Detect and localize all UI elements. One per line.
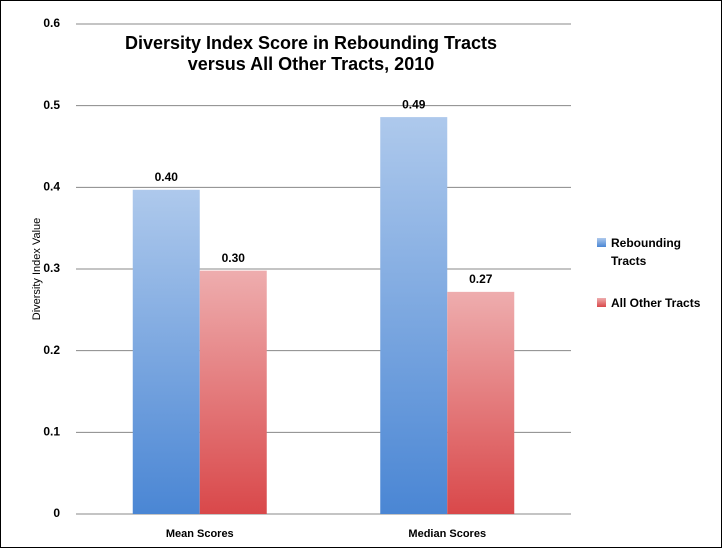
legend-swatch [597, 298, 606, 307]
x-tick-label: Median Scores [408, 528, 486, 540]
x-tick-label: Mean Scores [166, 528, 234, 540]
bar [132, 189, 200, 515]
y-tick-label: 0.2 [43, 343, 60, 357]
y-tick-label: 0 [53, 506, 60, 520]
chart-title: Diversity Index Score in Rebounding Trac… [124, 33, 498, 74]
bar [380, 117, 448, 514]
y-tick-label: 0.1 [43, 425, 60, 439]
y-axis-label: Diversity Index Value [31, 218, 43, 321]
y-tick-label: 0.4 [43, 180, 60, 194]
legend-swatch [597, 238, 606, 247]
data-label: 0.27 [469, 272, 493, 286]
y-tick-label: 0.5 [43, 98, 60, 112]
data-label: 0.30 [222, 251, 246, 265]
bar [199, 270, 267, 514]
legend-label: All Other Tracts [611, 296, 701, 310]
legend-label: Rebounding Tracts [611, 236, 681, 268]
y-tick-label: 0.6 [43, 16, 60, 30]
y-tick-label: 0.3 [43, 261, 60, 275]
bar [447, 291, 515, 514]
data-label: 0.49 [402, 97, 426, 111]
data-label: 0.40 [155, 170, 179, 184]
